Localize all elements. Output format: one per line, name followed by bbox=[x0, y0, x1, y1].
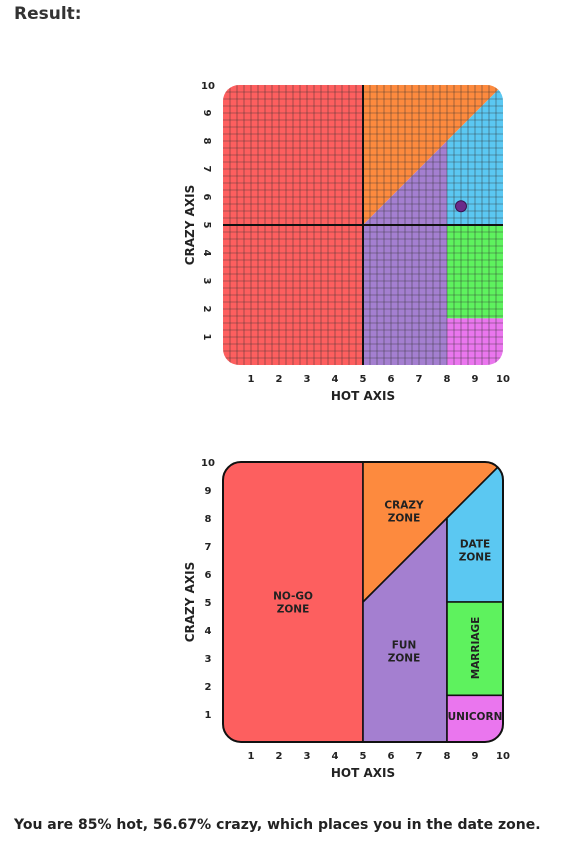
zone-label-unicorn: UNICORN bbox=[448, 711, 503, 723]
chart2-x-tick-label: 7 bbox=[416, 751, 423, 762]
chart2-y-tick-label: 10 bbox=[201, 458, 215, 469]
chart2-x-tick-label: 8 bbox=[444, 751, 451, 762]
zone-label-crazy: CRAZY bbox=[384, 500, 424, 512]
chart2-y-tick-label: 7 bbox=[205, 542, 212, 553]
zone-label-nogo: ZONE bbox=[277, 604, 310, 616]
chart2-x-tick-label: 9 bbox=[472, 751, 479, 762]
chart1-y-tick-label: 4 bbox=[201, 250, 212, 257]
zone-nogo bbox=[223, 462, 364, 742]
chart2-y-tick-label: 8 bbox=[205, 514, 212, 525]
chart1-y-tick-label: 6 bbox=[201, 194, 212, 201]
chart1-x-tick-label: 3 bbox=[304, 374, 311, 385]
chart1-x-tick-label: 4 bbox=[332, 374, 339, 385]
chart1-y-tick-label: 8 bbox=[201, 138, 212, 145]
zone-label-date: DATE bbox=[460, 539, 490, 551]
chart2-y-tick-label: 6 bbox=[205, 570, 212, 581]
zone-label-nogo: NO-GO bbox=[273, 591, 313, 603]
chart1-x-tick-label: 5 bbox=[360, 374, 367, 385]
chart2-y-tick-label: 1 bbox=[205, 710, 212, 721]
chart2-y-tick-label: 9 bbox=[205, 486, 212, 497]
chart2-border bbox=[222, 461, 504, 743]
chart2-x-tick-label: 10 bbox=[496, 751, 510, 762]
chart1-x-tick-label: 8 bbox=[444, 374, 451, 385]
chart1-x-tick-label: 6 bbox=[388, 374, 395, 385]
chart1-y-tick-label: 10 bbox=[201, 81, 215, 92]
chart1-x-tick-label: 7 bbox=[416, 374, 423, 385]
chart2-x-tick-label: 1 bbox=[248, 751, 255, 762]
zone-label-marriage: MARRIAGE bbox=[470, 617, 482, 680]
chart2-y-tick-label: 2 bbox=[205, 682, 212, 693]
chart1-y-tick-label: 5 bbox=[201, 222, 212, 229]
chart1-y-tick-label: 9 bbox=[201, 110, 212, 117]
chart2-x-axis-label: HOT AXIS bbox=[331, 766, 395, 780]
chart1-y-tick-label: 7 bbox=[201, 166, 212, 173]
chart1-y-tick-label: 3 bbox=[201, 278, 212, 285]
chart1-y-axis-label: CRAZY AXIS bbox=[183, 185, 197, 266]
chart2-x-tick-label: 5 bbox=[360, 751, 367, 762]
chart1-plot bbox=[223, 85, 503, 365]
chart2-y-tick-label: 3 bbox=[205, 654, 212, 665]
chart1-x-axis-label: HOT AXIS bbox=[331, 389, 395, 403]
chart1-x-tick-label: 1 bbox=[248, 374, 255, 385]
chart1-x-tick-label: 10 bbox=[496, 374, 510, 385]
chart1-result-point bbox=[455, 200, 467, 213]
chart1-x-tick-label: 2 bbox=[276, 374, 283, 385]
chart2-y-axis-label: CRAZY AXIS bbox=[183, 562, 197, 643]
zone-label-date: ZONE bbox=[459, 552, 492, 564]
chart2-y-tick-label: 5 bbox=[205, 598, 212, 609]
chart2-plot bbox=[223, 462, 503, 742]
chart2-x-tick-label: 3 bbox=[304, 751, 311, 762]
chart2-x-tick-label: 6 bbox=[388, 751, 395, 762]
result-text: You are 85% hot, 56.67% crazy, which pla… bbox=[14, 817, 541, 833]
chart1-y-tick-label: 2 bbox=[201, 306, 212, 313]
chart1-y-tick-label: 1 bbox=[201, 334, 212, 341]
chart2-y-tick-label: 4 bbox=[205, 626, 212, 637]
chart2-x-tick-label: 4 bbox=[332, 751, 339, 762]
zone-label-crazy: ZONE bbox=[388, 513, 421, 525]
chart2-x-tick-label: 2 bbox=[276, 751, 283, 762]
zone-label-fun: FUN bbox=[392, 640, 417, 652]
zone-unicorn bbox=[446, 694, 503, 742]
result-heading: Result: bbox=[14, 4, 82, 24]
chart1-x-tick-label: 9 bbox=[472, 374, 479, 385]
zone-label-fun: ZONE bbox=[388, 653, 421, 665]
